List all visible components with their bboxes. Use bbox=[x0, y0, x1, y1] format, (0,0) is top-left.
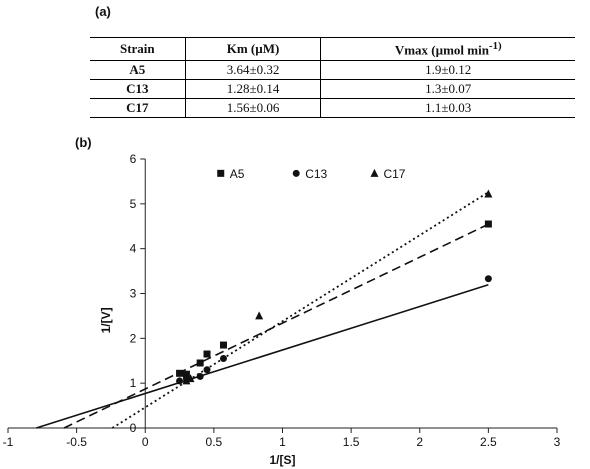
fit-line-a5 bbox=[63, 223, 489, 429]
y-tick-label: 0 bbox=[130, 421, 137, 435]
y-tick-label: 5 bbox=[130, 197, 137, 211]
point-a5 bbox=[219, 341, 227, 349]
y-tick-label: 2 bbox=[130, 331, 137, 345]
row-vmax: 1.9±0.12 bbox=[320, 60, 575, 81]
legend-marker-c17 bbox=[370, 168, 379, 177]
x-tick-label: -1 bbox=[3, 435, 14, 449]
kinetics-table: Strain Km (µM) Vmax (µmol min-1) A5 3.64… bbox=[90, 36, 575, 119]
header-strain: Strain bbox=[90, 36, 186, 62]
row-vmax: 1.1±0.03 bbox=[320, 98, 575, 119]
point-c13 bbox=[219, 355, 227, 363]
header-vmax-sup: -1) bbox=[488, 40, 502, 52]
x-tick-label: -0.5 bbox=[66, 435, 87, 449]
table-row: A5 3.64±0.32 1.9±0.12 bbox=[90, 60, 575, 81]
point-a5 bbox=[182, 370, 190, 378]
row-strain: C17 bbox=[90, 98, 186, 119]
chart-legend: A5 C13 C17 bbox=[217, 167, 406, 181]
panel-b-label: (b) bbox=[75, 135, 92, 150]
row-strain: A5 bbox=[90, 60, 186, 81]
x-tick-label: 1.5 bbox=[343, 435, 360, 449]
header-vmax-text: Vmax (µmol min bbox=[394, 42, 489, 58]
row-km: 1.28±0.14 bbox=[184, 79, 321, 100]
point-a5 bbox=[196, 359, 204, 367]
point-c13 bbox=[196, 372, 204, 380]
fit-line-c17 bbox=[111, 191, 489, 429]
point-c17 bbox=[186, 374, 195, 383]
header-km: Km (µM) bbox=[184, 36, 321, 62]
point-c17 bbox=[255, 311, 264, 320]
header-vmax: Vmax (µmol min-1) bbox=[320, 36, 575, 62]
row-km: 1.56±0.06 bbox=[184, 98, 321, 119]
row-km: 3.64±0.32 bbox=[184, 60, 321, 81]
row-vmax: 1.3±0.07 bbox=[320, 79, 575, 100]
x-tick-label: 0.5 bbox=[206, 435, 223, 449]
point-c13 bbox=[484, 275, 492, 283]
chart-axes: -1 -0.5 0 0.5 1 1.5 2 2.5 3 0 1 2 3 4 5 6 bbox=[3, 152, 561, 449]
panel-a-label: (a) bbox=[95, 4, 111, 19]
legend-label-c17: C17 bbox=[383, 167, 405, 181]
chart-points bbox=[176, 189, 493, 385]
x-tick-label: 3 bbox=[554, 435, 561, 449]
y-axis-label: 1/[V] bbox=[99, 307, 113, 333]
point-c17 bbox=[182, 376, 191, 385]
point-c13 bbox=[176, 377, 184, 385]
fit-line-c13 bbox=[36, 283, 489, 429]
x-axis-label: 1/[S] bbox=[269, 453, 295, 467]
y-tick-label: 1 bbox=[130, 376, 137, 390]
chart-fit-lines bbox=[36, 191, 489, 429]
x-tick-label: 1 bbox=[279, 435, 286, 449]
table-header-row: Strain Km (µM) Vmax (µmol min-1) bbox=[90, 36, 575, 62]
point-a5 bbox=[484, 220, 492, 228]
legend-label-a5: A5 bbox=[230, 167, 245, 181]
legend-marker-a5 bbox=[217, 169, 225, 177]
point-a5 bbox=[203, 350, 211, 358]
y-tick-label: 6 bbox=[130, 152, 137, 166]
lineweaver-burk-chart: -1 -0.5 0 0.5 1 1.5 2 2.5 3 0 1 2 3 4 5 6 A5 C13 C17 1/[S… bbox=[3, 152, 561, 467]
point-c13 bbox=[203, 366, 211, 374]
table-row: C17 1.56±0.06 1.1±0.03 bbox=[90, 98, 575, 119]
x-tick-label: 2 bbox=[416, 435, 423, 449]
point-c17 bbox=[484, 189, 493, 198]
table-row: C13 1.28±0.14 1.3±0.07 bbox=[90, 79, 575, 100]
legend-marker-c13 bbox=[292, 169, 300, 177]
x-tick-label: 2.5 bbox=[480, 435, 497, 449]
x-tick-label: 0 bbox=[142, 435, 149, 449]
row-strain: C13 bbox=[90, 79, 186, 100]
y-tick-label: 3 bbox=[130, 287, 137, 301]
y-tick-label: 4 bbox=[130, 242, 137, 256]
point-a5 bbox=[176, 369, 184, 377]
legend-label-c13: C13 bbox=[305, 167, 327, 181]
